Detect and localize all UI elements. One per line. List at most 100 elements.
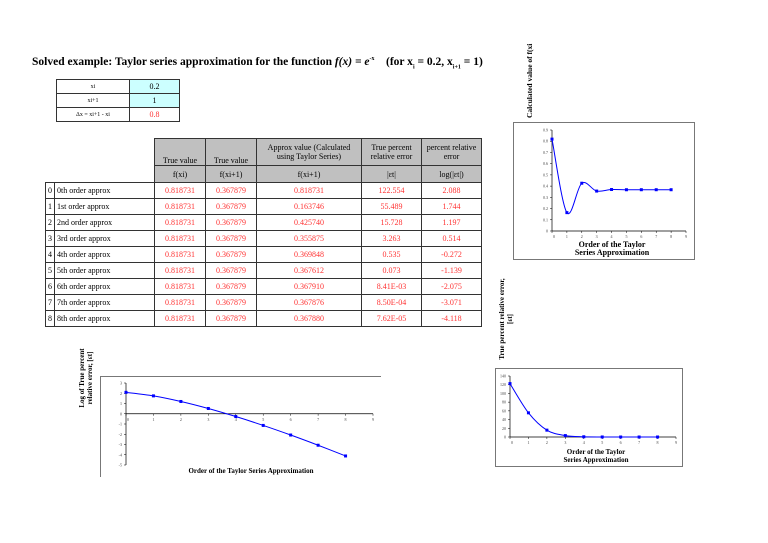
y-tick-label: 0.6 <box>543 161 548 166</box>
row-index: 8 <box>45 310 55 327</box>
row-label: 6th order approx <box>54 278 155 295</box>
fxi-value: 0.818731 <box>154 294 206 311</box>
results-table: True value True value Approx value (Calc… <box>45 138 482 327</box>
y-tick-label: 0.5 <box>543 172 548 177</box>
chart1-frame: 0 0.1 0.2 0.3 0.4 0.5 0.6 0.7 0.8 0.9 0 1 2 3 4 5 6 7 8 9 Or… <box>513 122 695 260</box>
input-row: xi 0.2 <box>56 79 180 94</box>
table-row: 0 0th order approx 0.818731 0.367879 0.81873… <box>45 182 482 199</box>
y-tick-label: 120 <box>500 382 506 387</box>
x-tick-label: 0 <box>127 417 129 422</box>
fxi-value: 0.818731 <box>154 262 206 279</box>
page-title: Solved example: Taylor series approximat… <box>32 56 483 70</box>
x-tick-label: 2 <box>546 440 548 445</box>
chart-log-error: -5 -4 -3 -2 -1 0 1 2 3 0 1 2 3 4 5 6 7 8 9 Order of the Tay… <box>119 381 374 476</box>
title-function: f(x) = e <box>334 56 370 68</box>
approx-value: 0.818731 <box>256 182 362 199</box>
data-point <box>206 406 210 410</box>
y-tick-label: 0.8 <box>543 139 548 144</box>
row-label: 5th order approx <box>54 262 155 279</box>
data-point <box>565 211 569 215</box>
row-index: 3 <box>45 230 55 247</box>
y-tick-label: 0.3 <box>543 195 548 200</box>
row-index: 2 <box>45 214 55 231</box>
table-row: 1 1st order approx 0.818731 0.367879 0.16374… <box>45 198 482 215</box>
y-tick-label: 60 <box>502 408 506 413</box>
x-tick-label: 2 <box>180 417 182 422</box>
x-tick-label: 6 <box>620 440 622 445</box>
x-tick-label: 6 <box>640 234 642 239</box>
log-error-value: -4.118 <box>421 310 482 327</box>
log-error-value: 2.088 <box>421 182 482 199</box>
data-point <box>656 435 660 439</box>
log-error-value: -2.075 <box>421 278 482 295</box>
data-point <box>261 423 265 427</box>
log-error-value: -3.071 <box>421 294 482 311</box>
y-tick-label: 0 <box>546 229 548 234</box>
chart2-ylabel: Log of True percent relative error, [εt] <box>78 348 94 408</box>
data-point <box>619 435 623 439</box>
y-tick-label: -4 <box>119 452 122 457</box>
log-error-value: 1.197 <box>421 214 482 231</box>
row-label: 0th order approx <box>54 182 155 199</box>
xi-input[interactable]: 0.2 <box>129 79 180 94</box>
data-point <box>639 188 643 192</box>
row-index: 5 <box>45 262 55 279</box>
table-row: 2 2nd order approx 0.818731 0.367879 0.42574… <box>45 214 482 231</box>
row-label: 3rd order approx <box>54 230 155 247</box>
x-tick-label: 1 <box>566 234 568 239</box>
x-tick-label: 8 <box>657 440 659 445</box>
data-point <box>344 454 348 458</box>
data-point <box>563 434 567 438</box>
row-index: 0 <box>45 182 55 199</box>
input-label: xi+1 <box>56 93 130 108</box>
x-axis-label: Order of the Taylor Series Approximation <box>575 240 650 257</box>
y-tick-label: 0.4 <box>543 184 548 189</box>
fxi1-value: 0.367879 <box>205 262 257 279</box>
x-tick-label: 7 <box>638 440 640 445</box>
x-tick-label: 9 <box>685 234 687 239</box>
col-subheader: |εt| <box>361 165 422 183</box>
approx-value: 0.367876 <box>256 294 362 311</box>
x-tick-label: 1 <box>152 417 154 422</box>
x-tick-label: 4 <box>583 440 585 445</box>
log-error-value: -0.272 <box>421 246 482 263</box>
data-point <box>179 399 183 403</box>
fxi-value: 0.818731 <box>154 198 206 215</box>
input-row: Δx = xi+1 - xi 0.8 <box>56 107 180 122</box>
log-error-value: -1.139 <box>421 262 482 279</box>
table-row: 8 8th order approx 0.818731 0.367879 0.36788… <box>45 310 482 327</box>
fxi1-value: 0.367879 <box>205 198 257 215</box>
x-tick-label: 3 <box>596 234 598 239</box>
chart-calculated-value: 0 0.1 0.2 0.3 0.4 0.5 0.6 0.7 0.8 0.9 0 1 2 3 4 5 6 7 8 9 Or… <box>543 128 687 258</box>
fxi1-value: 0.367879 <box>205 214 257 231</box>
table-row: 5 5th order approx 0.818731 0.367879 0.36761… <box>45 262 482 279</box>
y-tick-label: 3 <box>120 381 122 386</box>
approx-value: 0.369848 <box>256 246 362 263</box>
fxi-value: 0.818731 <box>154 310 206 327</box>
data-point <box>637 435 641 439</box>
series-line <box>551 139 672 215</box>
x-tick-label: 3 <box>564 440 566 445</box>
x-axis-label: Order of the Taylor Series Approximation <box>563 448 628 464</box>
xi1-input[interactable]: 1 <box>129 93 180 108</box>
chart1-ylabel: Calculated value of f(xi <box>525 43 534 118</box>
data-point <box>545 428 549 432</box>
fxi-value: 0.818731 <box>154 182 206 199</box>
row-index: 1 <box>45 198 55 215</box>
x-tick-label: 7 <box>317 417 319 422</box>
fxi-value: 0.818731 <box>154 230 206 247</box>
data-point <box>624 188 628 192</box>
data-point <box>582 435 586 439</box>
y-tick-label: 0.9 <box>543 128 548 133</box>
data-point <box>610 187 614 191</box>
approx-value: 0.163746 <box>256 198 362 215</box>
x-tick-label: 9 <box>372 417 374 422</box>
fxi1-value: 0.367879 <box>205 246 257 263</box>
fxi1-value: 0.367879 <box>205 310 257 327</box>
table-row: 6 6th order approx 0.818731 0.367879 0.36791… <box>45 278 482 295</box>
col-subheader: f(xi+1) <box>205 165 257 183</box>
fxi-value: 0.818731 <box>154 246 206 263</box>
true-error-value: 15.728 <box>361 214 422 231</box>
row-index: 7 <box>45 294 55 311</box>
y-tick-label: 80 <box>502 400 506 405</box>
